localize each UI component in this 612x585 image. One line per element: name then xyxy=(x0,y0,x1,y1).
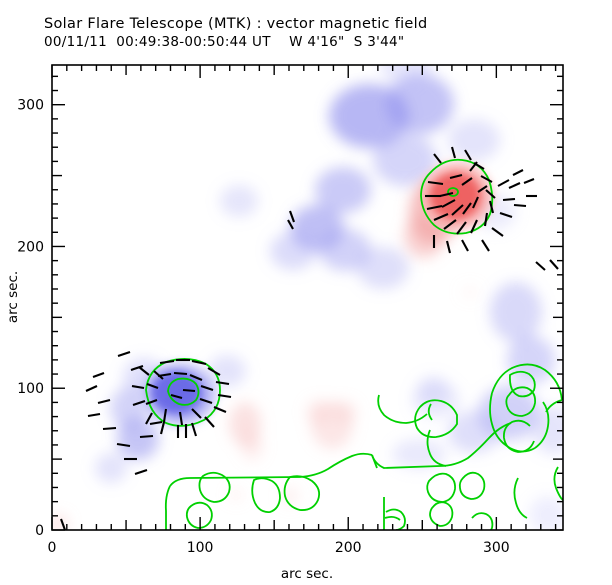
observation-metadata: 00/11/11 00:49:38-00:50:44 UT W 4'16" S … xyxy=(44,34,405,50)
page-title: Solar Flare Telescope (MTK) : vector mag… xyxy=(44,16,428,32)
magnetic-neutral-line-contours xyxy=(164,363,563,530)
tick-label: 200 xyxy=(335,540,362,556)
transverse-field-vectors xyxy=(60,146,559,530)
tick-label: 100 xyxy=(187,540,214,556)
y-axis-label: arc sec. xyxy=(5,271,21,323)
tick-label: 200 xyxy=(17,239,44,255)
plot-frame xyxy=(51,64,564,531)
sunspot-negative-core xyxy=(139,360,219,428)
axis-ticks xyxy=(51,65,563,531)
tick-label: 100 xyxy=(17,381,44,397)
tick-label: 300 xyxy=(483,540,510,556)
tick-label: 0 xyxy=(48,540,57,556)
tick-label: 0 xyxy=(35,523,44,539)
magnetogram-field xyxy=(52,65,563,530)
tick-label: 300 xyxy=(17,98,44,114)
x-axis-label: arc sec. xyxy=(281,566,333,582)
axis-tick-labels: 0 100 200 300 0 100 200 300 xyxy=(17,98,509,556)
